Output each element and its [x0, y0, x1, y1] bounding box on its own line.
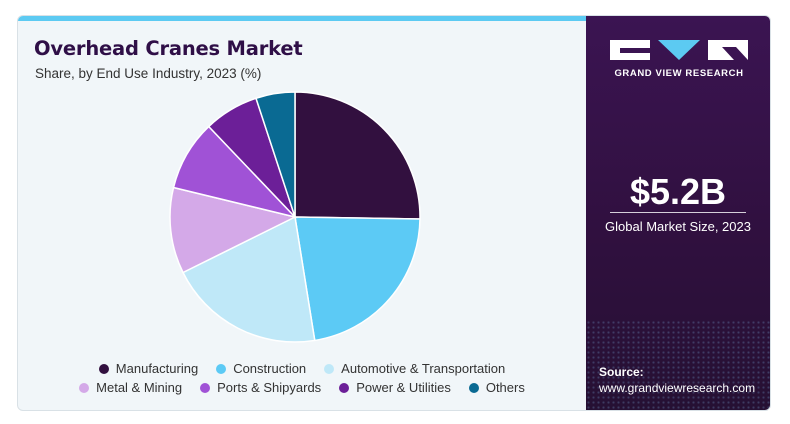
legend-swatch-power-utilities	[339, 382, 350, 393]
legend-swatch-manufacturing	[98, 363, 109, 374]
legend-item-manufacturing: Manufacturing	[98, 361, 199, 376]
legend-item-automotive-transportation: Automotive & Transportation	[324, 361, 505, 376]
legend-label-ports-shipyards: Ports & Shipyards	[217, 380, 322, 395]
market-size-label: Global Market Size, 2023	[605, 219, 751, 234]
legend-swatch-others	[468, 382, 479, 393]
chart-card: Overhead Cranes Market Share, by End Use…	[17, 15, 771, 411]
legend-item-power-utilities: Power & Utilities	[339, 380, 451, 395]
legend-swatch-ports-shipyards	[200, 382, 211, 393]
chart-subtitle: Share, by End Use Industry, 2023 (%)	[35, 66, 262, 81]
legend-swatch-automotive-transportation	[324, 363, 335, 374]
brand-name: GRAND VIEW RESEARCH	[614, 68, 744, 79]
gvr-logo-icon	[610, 40, 748, 60]
accent-bar	[18, 16, 586, 21]
pie-slice-construction	[294, 216, 421, 342]
pie-slice-automotive-transportation	[181, 215, 316, 343]
legend-item-others: Others	[468, 380, 525, 395]
legend-row-1: Manufacturing Construction Automotive & …	[18, 361, 586, 376]
pie-chart	[169, 91, 421, 343]
legend-swatch-construction	[216, 363, 227, 374]
legend-item-construction: Construction	[216, 361, 306, 376]
divider-line	[610, 212, 746, 213]
pie-slice-metal-mining	[169, 186, 298, 274]
dot-pattern	[586, 320, 770, 410]
source-url: www.grandviewresearch.com	[599, 381, 756, 395]
legend-label-manufacturing: Manufacturing	[115, 361, 199, 376]
legend-swatch-metal-mining	[79, 382, 90, 393]
pie-slice-others	[255, 91, 296, 218]
legend-item-ports-shipyards: Ports & Shipyards	[200, 380, 321, 395]
source-label: Source:	[599, 365, 644, 379]
brand-logo: GRAND VIEW RESEARCH	[610, 38, 748, 79]
legend-row-2: Metal & Mining Ports & Shipyards Power &…	[18, 380, 586, 395]
legend-label-automotive-transportation: Automotive & Transportation	[341, 361, 506, 376]
legend-label-metal-mining: Metal & Mining	[96, 380, 183, 395]
pie-slice-manufacturing	[294, 91, 421, 220]
market-size-value: $5.2B	[629, 171, 727, 212]
legend-label-others: Others	[485, 380, 525, 395]
chart-title: Overhead Cranes Market	[34, 37, 303, 60]
legend-item-metal-mining: Metal & Mining	[79, 380, 182, 395]
legend-label-construction: Construction	[233, 361, 307, 376]
sidebar-panel: GRAND VIEW RESEARCH $5.2B Global Market …	[586, 16, 770, 410]
legend-label-power-utilities: Power & Utilities	[356, 380, 451, 395]
